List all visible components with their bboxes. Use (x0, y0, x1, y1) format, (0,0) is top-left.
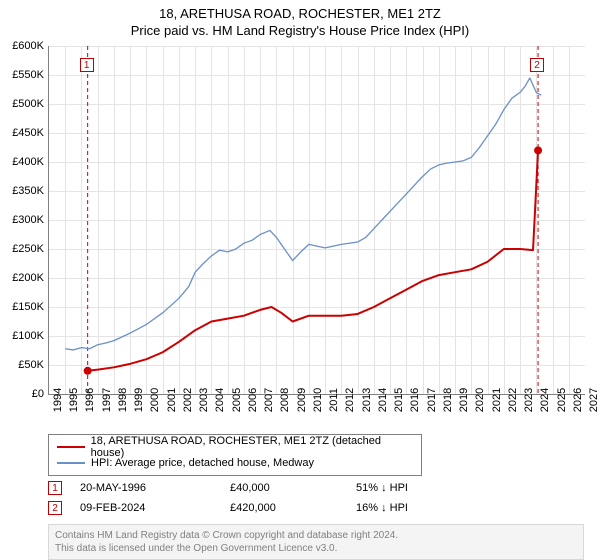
x-tick-label: 2001 (166, 388, 178, 412)
x-tick-label: 2018 (442, 388, 454, 412)
y-tick-label: £500K (0, 98, 44, 110)
x-tick-label: 1996 (84, 388, 96, 412)
footer-line: Contains HM Land Registry data © Crown c… (55, 529, 577, 542)
y-tick-label: £300K (0, 214, 44, 226)
x-tick-label: 2019 (458, 388, 470, 412)
chart-title-block: 18, ARETHUSA ROAD, ROCHESTER, ME1 2TZ Pri… (0, 0, 600, 38)
legend-item: 18, ARETHUSA ROAD, ROCHESTER, ME1 2TZ (d… (57, 439, 413, 455)
x-tick-label: 2005 (231, 388, 243, 412)
x-tick-label: 2016 (409, 388, 421, 412)
chart-legend: 18, ARETHUSA ROAD, ROCHESTER, ME1 2TZ (d… (48, 434, 422, 476)
transaction-marker: 2 (48, 501, 62, 515)
transaction-delta: 16% ↓ HPI (356, 502, 476, 514)
x-tick-label: 2000 (149, 388, 161, 412)
x-tick-label: 1999 (133, 388, 145, 412)
x-tick-label: 2024 (539, 388, 551, 412)
transaction-date: 20-MAY-1996 (80, 482, 230, 494)
series-line-0 (88, 150, 538, 370)
x-tick-label: 2026 (572, 388, 584, 412)
x-tick-label: 2023 (523, 388, 535, 412)
x-tick-label: 2008 (279, 388, 291, 412)
chart-svg (49, 46, 585, 394)
chart-plot-area (48, 46, 585, 395)
chart-title: 18, ARETHUSA ROAD, ROCHESTER, ME1 2TZ (0, 6, 600, 21)
y-tick-label: £400K (0, 156, 44, 168)
x-tick-label: 2004 (214, 388, 226, 412)
y-tick-label: £150K (0, 301, 44, 313)
x-tick-label: 2011 (328, 388, 340, 412)
footer-line: This data is licensed under the Open Gov… (55, 542, 577, 555)
series-line-1 (65, 78, 541, 350)
y-tick-label: £550K (0, 69, 44, 81)
x-tick-label: 2022 (507, 388, 519, 412)
series-marker (534, 146, 542, 154)
y-tick-label: £600K (0, 40, 44, 52)
y-tick-label: £250K (0, 243, 44, 255)
x-tick-label: 2002 (182, 388, 194, 412)
x-tick-label: 1995 (68, 388, 80, 412)
x-tick-label: 2017 (426, 388, 438, 412)
x-tick-label: 2015 (393, 388, 405, 412)
transaction-row: 1 20-MAY-1996£40,00051% ↓ HPI (48, 478, 476, 498)
x-tick-label: 2012 (344, 388, 356, 412)
legend-label: HPI: Average price, detached house, Medw… (91, 457, 314, 469)
y-tick-label: £0 (0, 388, 44, 400)
y-tick-label: £450K (0, 127, 44, 139)
y-tick-label: £200K (0, 272, 44, 284)
y-tick-label: £50K (0, 359, 44, 371)
x-tick-label: 2013 (361, 388, 373, 412)
y-tick-label: £100K (0, 330, 44, 342)
x-tick-label: 2003 (198, 388, 210, 412)
x-tick-label: 1998 (117, 388, 129, 412)
legend-label: 18, ARETHUSA ROAD, ROCHESTER, ME1 2TZ (d… (91, 435, 413, 459)
transaction-price: £40,000 (230, 482, 356, 494)
chart-subtitle: Price paid vs. HM Land Registry's House … (0, 23, 600, 38)
x-tick-label: 2014 (377, 388, 389, 412)
x-tick-label: 2009 (296, 388, 308, 412)
x-tick-label: 2010 (312, 388, 324, 412)
y-tick-label: £350K (0, 185, 44, 197)
transaction-price: £420,000 (230, 502, 356, 514)
transaction-row: 2 09-FEB-2024£420,00016% ↓ HPI (48, 498, 476, 518)
x-tick-label: 2021 (491, 388, 503, 412)
x-tick-label: 2007 (263, 388, 275, 412)
transaction-marker: 1 (48, 481, 62, 495)
legend-swatch (57, 446, 85, 448)
x-tick-label: 1997 (101, 388, 113, 412)
event-marker-1: 1 (80, 58, 94, 72)
x-tick-label: 2020 (474, 388, 486, 412)
transaction-delta: 51% ↓ HPI (356, 482, 476, 494)
legend-swatch (57, 462, 85, 464)
transactions-table: 1 20-MAY-1996£40,00051% ↓ HPI 2 09-FEB-2024… (48, 478, 476, 518)
x-tick-label: 1994 (52, 388, 64, 412)
x-tick-label: 2027 (588, 388, 600, 412)
attribution-footer: Contains HM Land Registry data © Crown c… (48, 524, 584, 560)
series-marker (84, 367, 92, 375)
event-marker-2: 2 (530, 58, 544, 72)
transaction-date: 09-FEB-2024 (80, 502, 230, 514)
x-tick-label: 2025 (556, 388, 568, 412)
x-tick-label: 2006 (247, 388, 259, 412)
